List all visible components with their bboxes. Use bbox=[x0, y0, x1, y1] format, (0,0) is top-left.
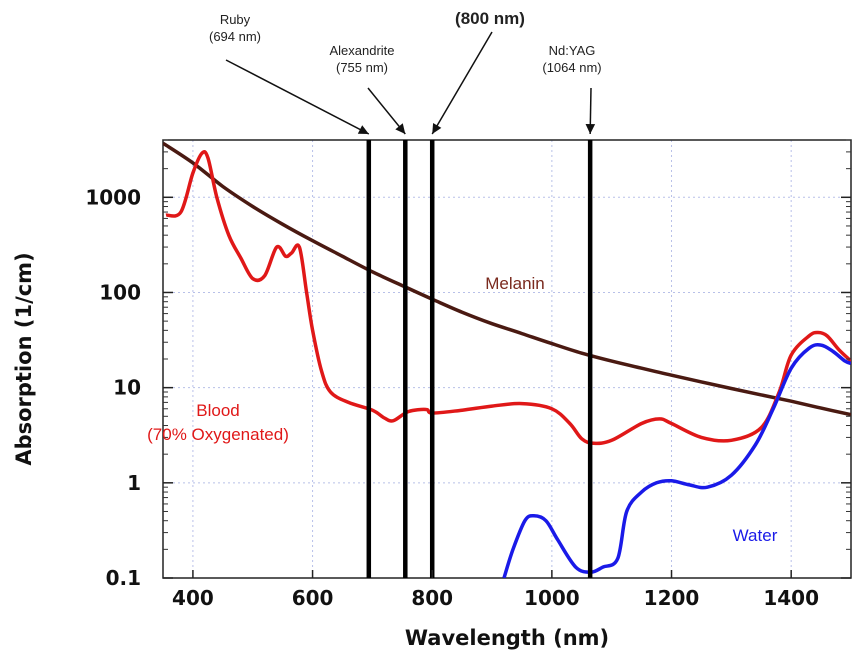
laser-arrowhead bbox=[432, 123, 442, 134]
y-tick-label: 100 bbox=[99, 280, 141, 304]
laser-label: (1064 nm) bbox=[542, 60, 601, 75]
series-label: Water bbox=[733, 526, 778, 545]
x-tick-label: 600 bbox=[292, 586, 334, 610]
series-line-water bbox=[502, 343, 851, 578]
laser-arrow bbox=[431, 31, 493, 135]
y-ticks: 1000 100 10 1 0.1 bbox=[85, 139, 851, 590]
laser-arrowhead bbox=[357, 125, 369, 134]
x-tick-label: 1400 bbox=[763, 586, 819, 610]
laser-label: Ruby bbox=[220, 12, 251, 27]
laser-label: (755 nm) bbox=[336, 60, 388, 75]
series-label: (70% Oxygenated) bbox=[147, 425, 289, 444]
laser-label: Nd:YAG bbox=[549, 43, 596, 58]
laser-label: (694 nm) bbox=[209, 29, 261, 44]
laser-arrowhead bbox=[585, 124, 596, 134]
series-line-blood-70-oxygenated bbox=[165, 150, 851, 446]
x-tick-label: 1000 bbox=[524, 586, 580, 610]
x-ticks: 400 600 800 1000 1200 1400 bbox=[172, 570, 819, 610]
laser-lines: Ruby (694 nm) Alexandrite (755 nm) (800 nm) N… bbox=[209, 9, 602, 578]
series-label: Melanin bbox=[485, 274, 545, 293]
y-tick-label: 0.1 bbox=[106, 566, 141, 590]
x-axis-title: Wavelength (nm) bbox=[405, 626, 609, 650]
x-tick-label: 1200 bbox=[644, 586, 700, 610]
x-tick-label: 800 bbox=[411, 586, 453, 610]
y-tick-label: 1 bbox=[127, 471, 141, 495]
series-layer bbox=[163, 141, 851, 578]
laser-arrow bbox=[225, 59, 370, 135]
grid bbox=[163, 140, 851, 579]
y-tick-label: 1000 bbox=[85, 185, 141, 209]
laser-label: Alexandrite bbox=[329, 43, 394, 58]
series-line-melanin bbox=[163, 141, 851, 417]
x-tick-label: 400 bbox=[172, 586, 214, 610]
plot-frame bbox=[162, 139, 852, 579]
laser-label: (800 nm) bbox=[455, 9, 525, 28]
series-label: Blood bbox=[196, 401, 239, 420]
laser-arrowhead bbox=[395, 123, 406, 134]
y-tick-label: 10 bbox=[113, 376, 141, 400]
series-labels: Melanin Blood (70% Oxygenated) Water bbox=[147, 274, 778, 545]
y-axis-title: Absorption (1/cm) bbox=[12, 252, 36, 465]
